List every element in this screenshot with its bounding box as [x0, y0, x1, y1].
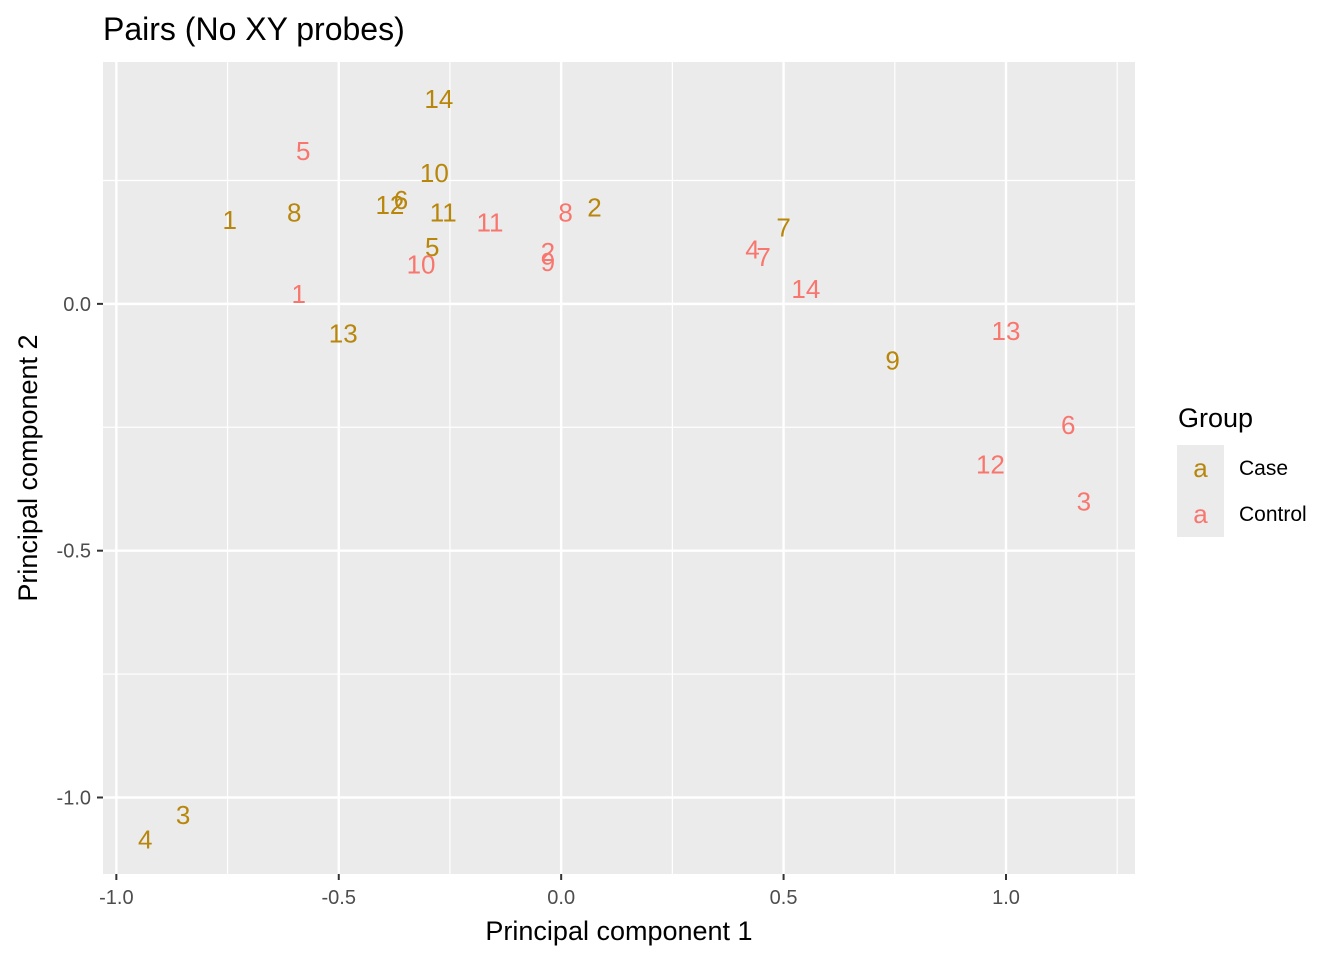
- legend-key-glyph-control: a: [1193, 499, 1208, 529]
- point-label-case-13: 13: [329, 318, 358, 348]
- legend-key-case: [1177, 445, 1224, 491]
- point-label-case-14: 14: [424, 84, 453, 114]
- point-label-control-3: 3: [1077, 486, 1091, 516]
- point-label-control-6: 6: [1061, 410, 1075, 440]
- point-label-case-4: 4: [138, 824, 152, 854]
- point-label-control-12: 12: [976, 449, 1005, 479]
- x-tick-label: 0.0: [547, 887, 575, 909]
- point-label-case-8: 8: [287, 198, 301, 228]
- point-label-control-8: 8: [558, 198, 572, 228]
- x-tick-label: 1.0: [992, 887, 1020, 909]
- point-label-control-1: 1: [291, 279, 305, 309]
- x-axis-title: Principal component 1: [485, 916, 752, 946]
- point-label-case-11: 11: [430, 198, 457, 228]
- x-tick-label: 0.5: [770, 887, 798, 909]
- y-tick-label: -1.0: [57, 787, 91, 809]
- x-tick-label: -0.5: [322, 887, 356, 909]
- major-gridlines: [103, 62, 1135, 874]
- legend-label-control: Control: [1239, 503, 1307, 526]
- point-label-control-13: 13: [992, 316, 1021, 346]
- x-axis-ticks: -1.0 -0.5 0.0 0.5 1.0: [99, 874, 1020, 909]
- y-axis-title: Principal component 2: [13, 334, 43, 601]
- point-label-control-5: 5: [296, 136, 310, 166]
- legend-label-case: Case: [1239, 457, 1288, 480]
- chart-title: Pairs (No XY probes): [103, 11, 405, 47]
- point-label-control-10: 10: [407, 249, 436, 279]
- x-tick-label: -1.0: [99, 887, 133, 909]
- legend-key-control: [1177, 491, 1224, 537]
- point-label-case-2: 2: [587, 193, 601, 223]
- point-label-control-14: 14: [791, 274, 820, 304]
- y-axis-ticks: -1.0 -0.5 0.0: [57, 294, 103, 809]
- point-label-control-11: 11: [477, 207, 504, 237]
- point-label-case-7: 7: [776, 212, 790, 242]
- plot-panel: [103, 62, 1135, 874]
- point-label-case-9: 9: [885, 346, 899, 376]
- legend-title: Group: [1178, 403, 1253, 433]
- y-tick-label: -0.5: [57, 541, 91, 563]
- point-label-control-2: 2: [541, 237, 555, 267]
- point-label-case-6: 6: [394, 185, 408, 215]
- point-label-control-7: 7: [756, 242, 770, 272]
- legend-key-glyph-case: a: [1193, 453, 1208, 483]
- point-label-case-5: 5: [425, 232, 439, 262]
- point-label-control-4: 4: [745, 235, 759, 265]
- point-label-case-1: 1: [223, 205, 237, 235]
- point-label-case-3: 3: [176, 800, 190, 830]
- legend: Group a Case a Control: [1177, 403, 1307, 537]
- point-label-case-10: 10: [420, 158, 449, 188]
- point-label-case-12: 12: [375, 190, 404, 220]
- y-tick-label: 0.0: [63, 294, 91, 316]
- point-label-control-9: 9: [541, 247, 555, 277]
- minor-gridlines: [103, 62, 1135, 874]
